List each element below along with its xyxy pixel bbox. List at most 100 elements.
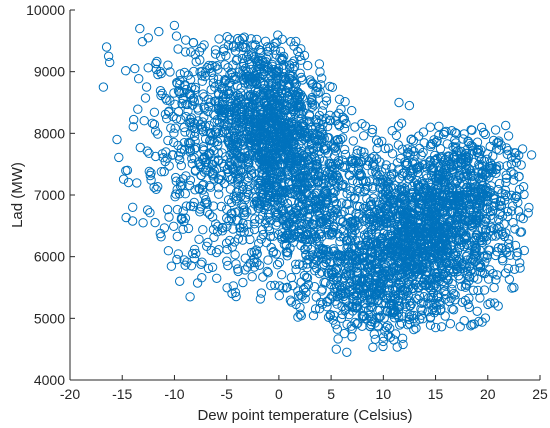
scatter-point [417,177,427,187]
scatter-point [222,85,233,96]
scatter-point [416,243,426,253]
scatter-point [226,115,237,125]
scatter-point [332,171,342,181]
scatter-point [345,186,355,196]
scatter-point [474,161,485,171]
scatter-point [311,292,321,302]
y-tick-label: 4000 [34,372,65,388]
scatter-point [488,268,498,279]
scatter-point [246,79,256,89]
scatter-point [230,207,240,218]
scatter-point [482,154,492,165]
scatter-point [194,234,204,245]
scatter-point [381,218,391,229]
scatter-point [291,36,301,47]
scatter-point [176,160,187,171]
scatter-point [252,34,262,45]
scatter-point [292,147,302,157]
scatter-point [214,245,224,255]
scatter-point [359,131,369,141]
scatter-point [270,280,280,290]
scatter-point [418,314,428,324]
scatter-point [190,185,200,195]
scatter-point [173,249,184,259]
scatter-point [209,232,219,243]
scatter-point [216,175,226,185]
scatter-point [412,190,422,200]
scatter-point [510,224,520,234]
x-tick-label: 10 [376,386,392,402]
scatter-point [357,321,367,331]
scatter-point [236,94,246,105]
scatter-point [192,278,203,288]
scatter-point [467,125,477,136]
scatter-point [274,115,285,125]
scatter-point [331,344,341,354]
scatter-point [460,295,471,306]
scatter-point [172,204,183,215]
scatter-point [389,235,400,245]
scatter-point [503,146,513,156]
scatter-point [188,248,198,259]
scatter-point [334,175,344,186]
scatter-point [328,227,338,238]
scatter-point [226,174,236,185]
scatter-point [440,251,450,261]
scatter-point [154,26,164,37]
scatter-point [384,284,395,294]
scatter-point [197,257,207,267]
scatter-point [231,187,242,198]
scatter-point [256,121,266,131]
scatter-point [170,192,180,202]
scatter-point [524,202,534,213]
scatter-point [308,161,318,171]
scatter-point [269,114,280,124]
scatter-point [515,227,525,237]
scatter-point [309,219,319,230]
scatter-point [198,225,208,235]
scatter-point [361,240,371,251]
scatter-point [466,220,476,231]
scatter-point [509,282,519,293]
scatter-point [281,283,292,293]
scatter-point [373,232,383,242]
scatter-point [376,311,386,321]
scatter-point [307,99,318,109]
scatter-point [176,144,187,154]
scatter-point [374,285,384,295]
scatter-point [293,101,303,111]
scatter-point [334,94,345,105]
scatter-point [285,112,296,123]
scatter-point [189,244,200,255]
scatter-point [220,60,230,70]
scatter-point [411,323,421,333]
scatter-point [179,255,189,265]
scatter-point [418,147,428,158]
scatter-point [513,206,524,216]
scatter-point [325,311,335,321]
scatter-point [306,77,316,87]
scatter-point [271,249,281,259]
scatter-point [271,91,281,102]
scatter-point [219,178,230,189]
scatter-point [367,127,377,138]
scatter-point [246,137,256,148]
scatter-point [518,182,529,192]
scatter-point [406,236,417,246]
scatter-point [318,144,329,154]
scatter-point [223,195,234,205]
scatter-point [511,153,521,163]
scatter-point [526,150,537,160]
scatter-point [431,185,441,195]
scatter-point [303,181,313,192]
scatter-point [387,163,397,173]
scatter-point [444,260,454,271]
scatter-point [340,144,350,155]
scatter-point [246,171,257,181]
scatter-point [370,278,380,288]
scatter-point [441,126,451,137]
scatter-point [155,86,166,96]
scatter-point [352,201,363,212]
scatter-point [169,128,179,138]
scatter-point [373,305,383,316]
